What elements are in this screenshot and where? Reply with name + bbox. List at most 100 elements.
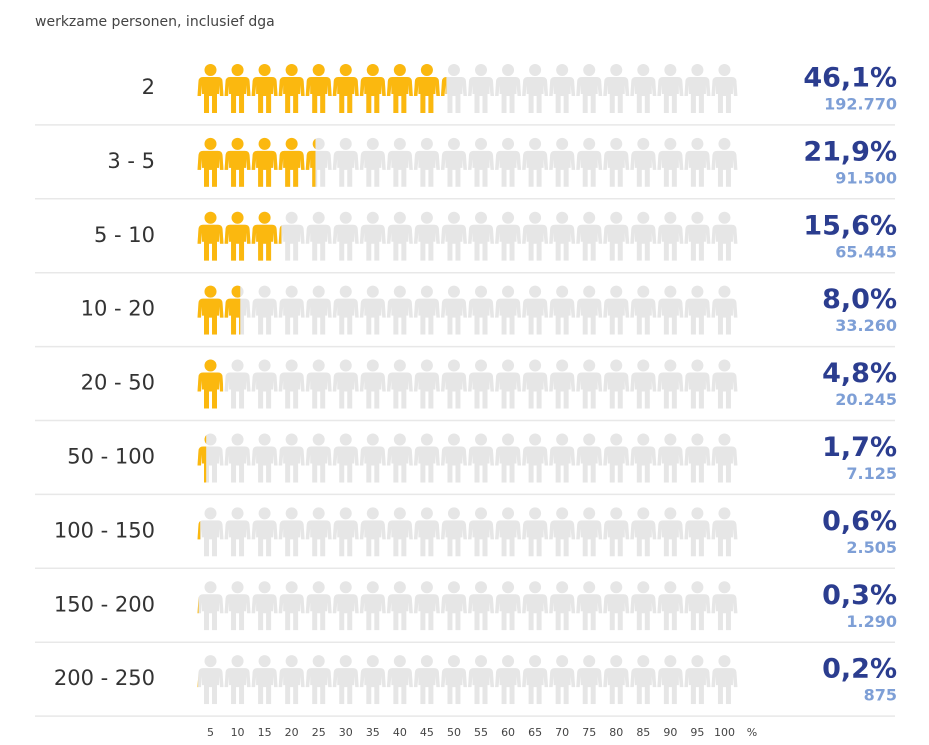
person-icon xyxy=(441,138,467,187)
person-icon xyxy=(711,507,737,556)
value-label: 46,1% xyxy=(803,62,897,93)
person-icon xyxy=(495,64,521,113)
person-icon xyxy=(603,212,629,261)
person-icon xyxy=(279,655,305,704)
count-label: 65.445 xyxy=(835,242,897,261)
person-icon xyxy=(441,360,467,409)
person-icon xyxy=(603,507,629,556)
person-icon xyxy=(360,433,386,482)
person-icon xyxy=(657,581,683,630)
person-icon xyxy=(360,212,386,261)
category-label: 200 - 250 xyxy=(54,666,155,690)
person-icon xyxy=(657,286,683,335)
category-label: 20 - 50 xyxy=(81,371,155,395)
person-icon xyxy=(603,433,629,482)
count-label: 20.245 xyxy=(835,390,897,409)
subtitle: werkzame personen, inclusief dga xyxy=(35,14,275,30)
person-icon xyxy=(387,360,413,409)
person-icon xyxy=(333,138,359,187)
person-icon xyxy=(333,286,359,335)
person-icon xyxy=(495,581,521,630)
x-tick-label: 5 xyxy=(207,726,214,739)
person-icon xyxy=(684,64,710,113)
person-icon xyxy=(306,655,332,704)
person-icon xyxy=(441,286,467,335)
person-icon xyxy=(603,581,629,630)
person-icon xyxy=(711,581,737,630)
x-tick-label: 70 xyxy=(555,726,569,739)
person-icon xyxy=(630,507,656,556)
person-icon xyxy=(549,212,575,261)
icon-row xyxy=(198,433,738,482)
icon-row xyxy=(198,138,738,187)
person-icon xyxy=(225,507,251,556)
person-icon xyxy=(414,581,440,630)
person-icon xyxy=(657,360,683,409)
person-icon xyxy=(306,286,332,335)
person-icon xyxy=(684,433,710,482)
person-icon xyxy=(630,581,656,630)
person-icon xyxy=(306,212,332,261)
x-tick-label: 85 xyxy=(636,726,650,739)
person-icon xyxy=(522,433,548,482)
person-icon xyxy=(387,433,413,482)
person-icon xyxy=(306,581,332,630)
person-icon xyxy=(252,581,278,630)
person-icon xyxy=(603,64,629,113)
person-icon xyxy=(225,581,251,630)
value-label: 0,6% xyxy=(822,506,897,537)
x-tick-label: 30 xyxy=(339,726,353,739)
person-icon xyxy=(468,655,494,704)
person-icon xyxy=(468,212,494,261)
person-icon xyxy=(333,655,359,704)
value-label: 21,9% xyxy=(803,136,897,167)
person-icon xyxy=(549,433,575,482)
person-icon xyxy=(684,212,710,261)
person-icon xyxy=(279,433,305,482)
person-icon xyxy=(198,655,224,704)
person-icon xyxy=(414,655,440,704)
person-icon xyxy=(387,507,413,556)
person-icon xyxy=(414,212,440,261)
count-label: 1.290 xyxy=(846,612,897,631)
filled-icons xyxy=(198,138,738,187)
person-icon xyxy=(603,138,629,187)
person-icon xyxy=(711,64,737,113)
person-icon xyxy=(576,286,602,335)
person-icon xyxy=(333,360,359,409)
person-icon xyxy=(360,507,386,556)
person-icon xyxy=(711,212,737,261)
person-icon xyxy=(468,138,494,187)
person-icon xyxy=(522,655,548,704)
person-icon xyxy=(387,655,413,704)
category-label: 100 - 150 xyxy=(54,518,155,542)
person-icon xyxy=(414,433,440,482)
person-icon xyxy=(522,64,548,113)
person-icon xyxy=(657,138,683,187)
person-icon xyxy=(414,360,440,409)
person-icon xyxy=(549,507,575,556)
person-icon xyxy=(576,138,602,187)
person-icon xyxy=(279,212,305,261)
category-label: 50 - 100 xyxy=(67,444,155,468)
person-icon xyxy=(306,507,332,556)
x-tick-label: 95 xyxy=(690,726,704,739)
filled-icons xyxy=(198,286,738,335)
person-icon xyxy=(252,433,278,482)
person-icon xyxy=(711,138,737,187)
person-icon xyxy=(495,433,521,482)
filled-icons xyxy=(198,581,738,630)
count-label: 2.505 xyxy=(846,538,897,557)
person-icon xyxy=(549,286,575,335)
x-tick-label: 55 xyxy=(474,726,488,739)
person-icon xyxy=(630,286,656,335)
person-icon xyxy=(522,360,548,409)
person-icon xyxy=(252,286,278,335)
category-label: 2 xyxy=(142,75,155,99)
count-label: 91.500 xyxy=(835,168,897,187)
person-icon xyxy=(387,581,413,630)
person-icon xyxy=(225,433,251,482)
person-icon xyxy=(495,507,521,556)
person-icon xyxy=(441,433,467,482)
